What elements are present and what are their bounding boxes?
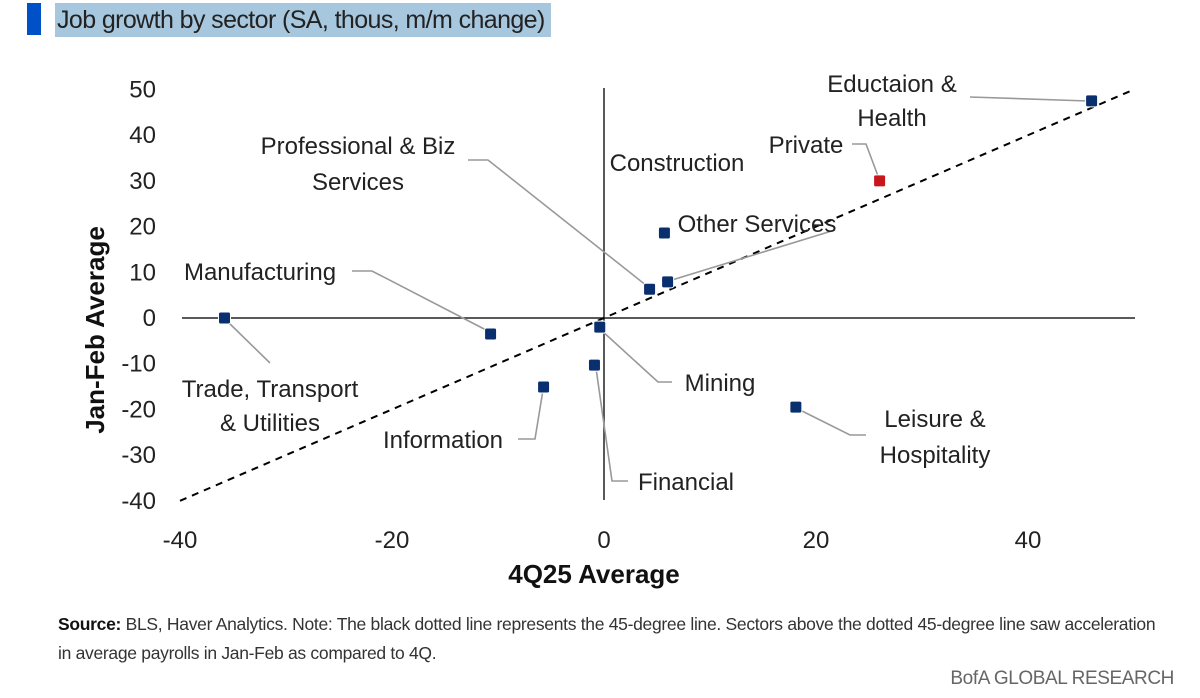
leader-line [595,367,628,482]
data-point [1085,94,1099,108]
footnote: Source: BLS, Haver Analytics. Note: The … [58,610,1168,668]
point-label: Financial [638,469,734,496]
source-label: Source: [58,614,122,634]
x-tick-label: 20 [803,527,830,554]
y-axis-title: Jan-Feb Average [80,226,110,434]
data-point [643,282,657,296]
y-tick-label: 30 [129,168,156,195]
point-label: Hospitality [880,442,991,469]
point-label: Eductaion & [827,71,956,98]
data-point [587,358,601,372]
leader-line [852,143,879,177]
x-tick-label: 0 [597,527,610,554]
y-tick-label: -10 [121,351,156,378]
y-tick-label: 50 [129,77,156,104]
leader-line [969,96,1089,102]
leader-line [518,389,544,440]
data-point [537,380,551,394]
leader-line [468,159,648,287]
title-accent-bar [27,3,41,35]
y-tick-label: 0 [143,305,156,332]
point-label: Leisure & [884,406,985,433]
leader-line [797,408,866,436]
point-label: Manufacturing [184,259,336,286]
leader-line [671,229,836,281]
point-label: Construction [610,150,745,177]
point-label: Health [857,105,926,132]
point-label: Professional & Biz [261,133,456,160]
data-point [789,400,803,414]
point-label: Private [769,132,844,159]
x-tick-label: -20 [375,527,410,554]
x-axis-title: 4Q25 Average [508,559,680,589]
y-tick-label: -20 [121,396,156,423]
leader-line [227,321,271,364]
point-label: Information [383,427,503,454]
point-label: Mining [685,370,756,397]
x-tick-label: 40 [1015,527,1042,554]
x-tick-label: -40 [163,527,198,554]
y-tick-label: -40 [121,488,156,515]
scatter-chart: -40 -20 0 20 40 50 40 30 20 10 0 -10 -20 -30 -40 4Q25 A… [80,71,1135,589]
45-degree-line [179,88,1135,502]
data-point [593,320,607,334]
y-tick-label: 20 [129,214,156,241]
point-label: Services [312,169,404,196]
chart-title: Job growth by sector (SA, thous, m/m cha… [55,3,551,37]
data-point [484,327,498,341]
leader-line [352,270,489,332]
data-point [873,174,887,188]
point-label: Other Services [678,211,837,238]
data-point [657,226,671,240]
footnote-text: BLS, Haver Analytics. Note: The black do… [58,614,1156,663]
data-point [661,275,675,289]
brand-logo-text: BofA GLOBAL RESEARCH [950,668,1174,689]
data-point [218,311,232,325]
y-tick-label: -30 [121,442,156,469]
leader-line [600,329,672,383]
point-label: & Utilities [220,410,320,437]
y-tick-label: 40 [129,122,156,149]
y-tick-label: 10 [129,259,156,286]
point-label: Trade, Transport [182,376,359,403]
